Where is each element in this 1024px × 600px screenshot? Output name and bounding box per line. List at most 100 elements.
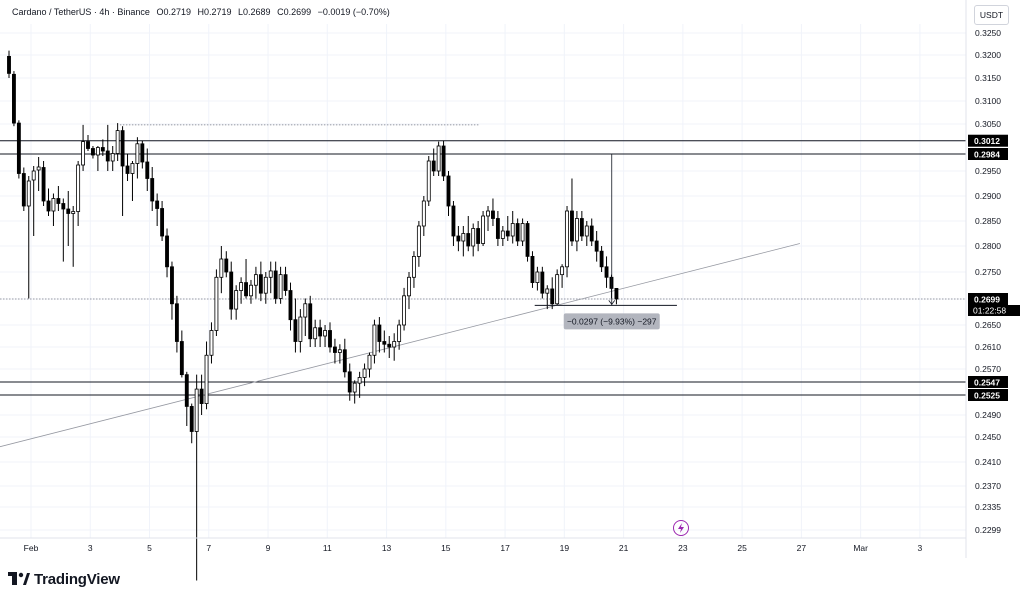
candle-down	[604, 266, 609, 278]
candle-up	[239, 282, 244, 291]
candle-up	[209, 330, 214, 356]
candle-up	[372, 324, 377, 356]
candle-down	[160, 208, 165, 237]
candle-down	[550, 288, 555, 305]
candle-down	[61, 203, 66, 210]
candle-down	[199, 388, 204, 404]
price-tag-box	[968, 389, 1008, 401]
time-axis[interactable]: Feb 3 5 7 9 11 13 15 17 19 21 23 25 27 Mar 3	[0, 537, 966, 553]
candle-up	[234, 290, 239, 310]
candle-up	[298, 316, 303, 342]
ascending-trendline	[0, 243, 800, 448]
price-tag-label: 0.3012	[974, 136, 1000, 146]
candle-up	[263, 276, 268, 294]
price-tick-label: 0.2410	[975, 457, 1001, 467]
price-axis[interactable]: 0.3250 0.3200 0.3150 0.3100 0.3050 0.3012 0.29…	[965, 0, 1020, 558]
symbol-title[interactable]: Cardano / TetherUS · 4h · Binance	[12, 7, 150, 17]
grid-lines	[0, 24, 966, 538]
candle-up	[249, 284, 253, 297]
symbol-legend: Cardano / TetherUS · 4h · Binance O0.271…	[12, 7, 394, 17]
price-tick-label: 0.2750	[975, 267, 1001, 277]
time-tick-label: 23	[678, 543, 688, 553]
candle-up	[416, 225, 421, 257]
change-value: −0.0019 (−0.70%)	[317, 7, 390, 17]
candle-down	[347, 371, 352, 393]
price-tick-label: 0.2335	[975, 502, 1001, 512]
close-value: C0.2699	[277, 7, 312, 17]
candle-down	[570, 210, 574, 242]
candle-down	[466, 233, 471, 247]
time-tick-label: Feb	[24, 543, 39, 553]
candle-up	[110, 153, 115, 162]
candle-down	[174, 303, 179, 342]
candle-down	[120, 130, 125, 167]
candle-down	[46, 200, 51, 212]
currency-selector[interactable]: USDT	[974, 5, 1009, 25]
high-value: H0.2719	[197, 7, 232, 17]
candle-down	[441, 145, 446, 177]
time-tick-label: 7	[206, 543, 211, 553]
candle-up	[268, 270, 273, 278]
candle-down	[125, 165, 130, 174]
candle-down	[599, 250, 604, 268]
price-tag-label: 0.2547	[974, 378, 1000, 388]
candle-up	[130, 163, 135, 174]
candle-up	[426, 160, 431, 202]
price-tick-label: 0.2570	[975, 364, 1001, 374]
candlestick-series	[7, 50, 619, 581]
price-tick-label: 0.3200	[975, 50, 1001, 60]
price-tick-label: 0.2650	[975, 320, 1001, 330]
candle-up	[461, 233, 466, 242]
candle-up	[278, 274, 283, 299]
price-tick-label: 0.3150	[975, 73, 1001, 83]
candle-up	[76, 164, 81, 212]
countdown-box	[968, 305, 1020, 316]
candle-up	[31, 170, 36, 181]
candle-up	[555, 274, 560, 305]
measure-label: −0.0297 (−9.93%) −297	[567, 316, 657, 326]
candle-up	[323, 330, 327, 337]
price-range-measure: −0.0297 (−9.93%) −297	[534, 153, 677, 330]
candle-down	[515, 223, 520, 242]
candle-down	[451, 205, 456, 237]
candle-down	[224, 258, 229, 273]
price-tick-label: 0.2900	[975, 191, 1001, 201]
time-tick-label: 3	[88, 543, 93, 553]
candle-down	[431, 160, 436, 172]
lightning-icon[interactable]	[673, 520, 689, 536]
candle-down	[614, 288, 619, 300]
candle-up	[412, 255, 416, 278]
candle-down	[56, 198, 61, 204]
candle-down	[288, 290, 293, 321]
candle-up	[362, 368, 367, 378]
candle-up	[95, 147, 100, 156]
candle-up	[510, 223, 515, 237]
candle-up	[36, 166, 41, 171]
candle-down	[332, 346, 337, 353]
candle-down	[140, 143, 145, 163]
price-tick-label: 0.2800	[975, 241, 1001, 251]
price-tick-label: 0.2490	[975, 410, 1001, 420]
candle-down	[456, 235, 461, 242]
price-tick-label: 0.2850	[975, 216, 1001, 226]
low-value: L0.2689	[238, 7, 271, 17]
candle-up	[194, 388, 199, 432]
tradingview-brand[interactable]: TradingView	[8, 570, 120, 588]
candle-down	[476, 228, 481, 244]
measure-label-box	[563, 313, 660, 330]
candle-up	[421, 200, 426, 227]
candle-down	[155, 200, 160, 209]
time-tick-label: 3	[918, 543, 923, 553]
candle-up	[115, 130, 120, 154]
time-tick-label: 19	[560, 543, 570, 553]
candle-up	[367, 354, 372, 370]
time-tick-label: 27	[797, 543, 807, 553]
candle-down	[12, 73, 16, 124]
candle-up	[584, 225, 589, 237]
time-tick-label: 17	[500, 543, 510, 553]
price-tag-label: 0.2525	[974, 391, 1000, 401]
candle-down	[165, 235, 169, 268]
candle-up	[500, 230, 505, 239]
candle-down	[283, 274, 288, 291]
